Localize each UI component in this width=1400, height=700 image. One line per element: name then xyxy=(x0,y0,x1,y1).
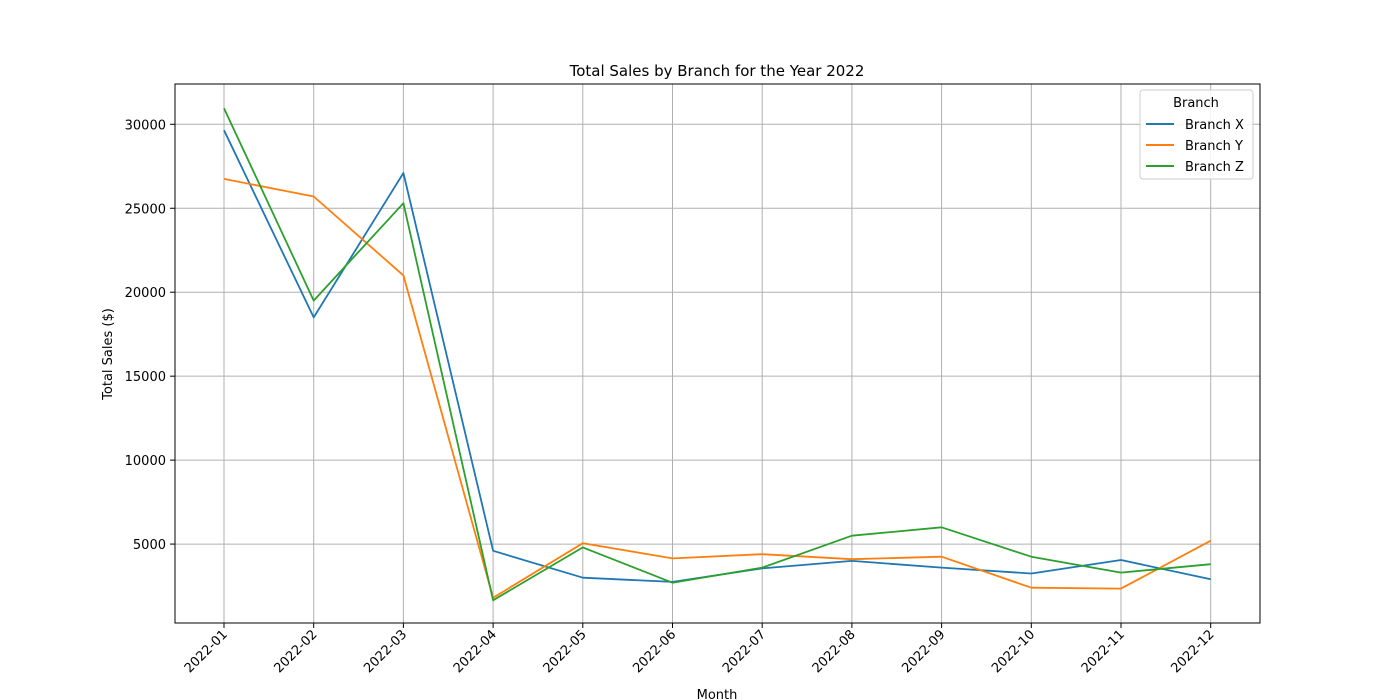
x-tick-label: 2022-09 xyxy=(899,627,948,676)
legend-title: Branch xyxy=(1173,96,1219,111)
x-tick-label: 2022-04 xyxy=(451,627,500,676)
grid xyxy=(175,84,1260,623)
y-axis-label: Total Sales ($) xyxy=(101,308,116,401)
y-tick-label: 5000 xyxy=(133,538,166,553)
series-line-branch-y xyxy=(223,178,1212,599)
x-tick-label: 2022-02 xyxy=(272,627,321,676)
y-tick-label: 25000 xyxy=(125,202,166,217)
y-tick-label: 15000 xyxy=(125,370,166,385)
x-axis-label: Month xyxy=(697,688,738,700)
x-tick-label: 2022-01 xyxy=(182,627,231,676)
x-tick-label: 2022-06 xyxy=(630,627,679,676)
x-axis: 2022-01 2022-02 2022-03 2022-04 2022-05 2022-… xyxy=(182,623,1218,676)
plot-frame xyxy=(174,83,1261,624)
x-tick-label: 2022-11 xyxy=(1079,627,1128,676)
series-lines xyxy=(223,107,1212,602)
series-line-branch-x xyxy=(223,129,1211,583)
y-tick-label: 10000 xyxy=(125,454,166,469)
x-tick-label: 2022-08 xyxy=(810,627,859,676)
legend-entry-label: Branch Z xyxy=(1185,160,1244,175)
legend-entry-label: Branch Y xyxy=(1185,139,1243,154)
legend: Branch Branch X Branch Y Branch Z xyxy=(1139,89,1254,180)
x-tick-label: 2022-03 xyxy=(361,627,410,676)
legend-entry-label: Branch X xyxy=(1185,118,1244,133)
legend-box xyxy=(1139,89,1254,180)
x-tick-label: 2022-10 xyxy=(989,627,1038,676)
x-tick-label: 2022-12 xyxy=(1169,627,1218,676)
x-tick-label: 2022-05 xyxy=(541,627,590,676)
y-tick-label: 20000 xyxy=(125,286,166,301)
y-tick-label: 30000 xyxy=(125,118,166,133)
chart-title: Total Sales by Branch for the Year 2022 xyxy=(569,62,865,80)
series-line-branch-z xyxy=(223,107,1211,602)
x-tick-label: 2022-07 xyxy=(720,627,769,676)
y-axis: 5000 10000 15000 20000 25000 30000 xyxy=(125,118,175,553)
